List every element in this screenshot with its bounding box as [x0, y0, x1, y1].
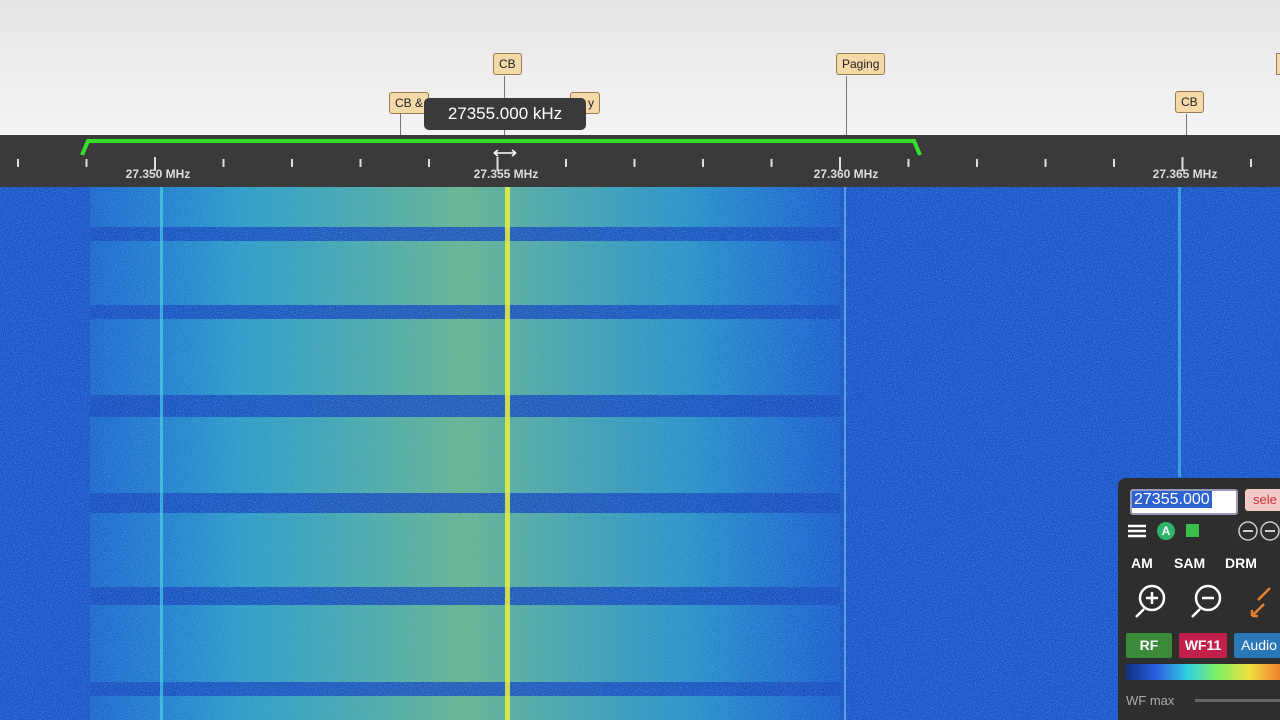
frequency-input[interactable]: 27355.000	[1130, 489, 1238, 515]
slider-track	[1195, 699, 1280, 702]
bookmark-bar	[0, 0, 1280, 135]
panel-icons: A	[1128, 521, 1280, 618]
bookmark[interactable]: CB &	[389, 92, 430, 114]
frequency-tooltip: 27355.000 kHz	[424, 98, 586, 130]
color-bar	[1126, 664, 1280, 680]
tab-button[interactable]: WF11	[1179, 633, 1227, 658]
scale-label: 27.365 MHz	[1152, 167, 1218, 181]
svg-text:A: A	[1162, 524, 1171, 538]
slider-label: WF max	[1126, 693, 1175, 708]
frequency-value: 27355.000	[1132, 491, 1212, 508]
scale-bg	[0, 135, 1280, 187]
bookmark-stem	[400, 114, 401, 136]
scale-label: 27.350 MHz	[125, 167, 191, 181]
scale-label: 27.360 MHz	[813, 167, 879, 181]
passband	[80, 139, 922, 156]
drag-cursor	[493, 149, 517, 157]
scale-label: 27.355 MHz	[473, 167, 539, 181]
bookmark[interactable]: CB	[1175, 91, 1204, 113]
mode-button[interactable]: DRM	[1225, 555, 1257, 571]
tab-button[interactable]: Audio	[1234, 633, 1280, 658]
waterfall	[0, 187, 1280, 720]
mode-button[interactable]: SAM	[1174, 555, 1206, 571]
bookmark[interactable]: CB	[493, 53, 522, 75]
bookmark-stem	[846, 76, 847, 136]
bookmark[interactable]: Paging	[836, 53, 886, 75]
bookmark-edge	[1276, 53, 1280, 75]
scale-ticks	[17, 157, 1252, 171]
frequency-scale	[0, 135, 1280, 187]
select-button[interactable]: sele	[1245, 489, 1280, 511]
bookmark-stem	[1186, 114, 1187, 136]
tab-button[interactable]: RF	[1126, 633, 1172, 658]
mode-button[interactable]: AM	[1131, 555, 1153, 571]
